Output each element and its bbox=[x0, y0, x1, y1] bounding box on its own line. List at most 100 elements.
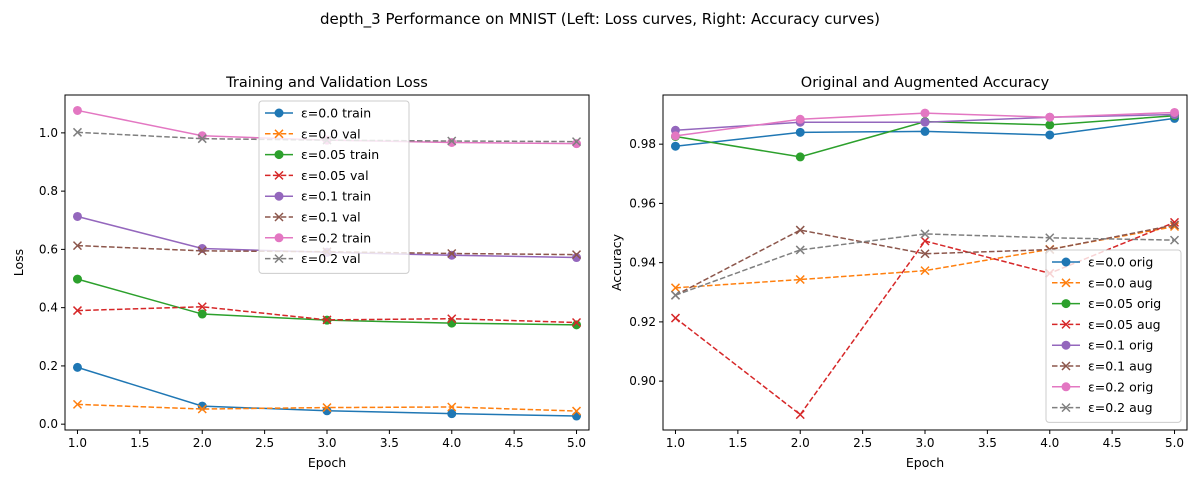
data-point bbox=[447, 314, 457, 324]
data-point bbox=[72, 127, 83, 137]
legend-label: ε=0.2 val bbox=[301, 251, 361, 266]
x-tick-label: 4.0 bbox=[1040, 436, 1059, 450]
data-point bbox=[571, 137, 582, 147]
series-6 bbox=[670, 107, 1180, 141]
data-point bbox=[1045, 130, 1055, 140]
y-tick-label: 0.92 bbox=[629, 315, 656, 329]
data-point bbox=[1169, 235, 1180, 245]
chart-title: Original and Augmented Accuracy bbox=[801, 75, 1050, 91]
x-tick-label: 1.0 bbox=[68, 436, 87, 450]
x-tick-label: 4.5 bbox=[505, 436, 524, 450]
data-point bbox=[72, 105, 82, 115]
data-point bbox=[1169, 220, 1180, 230]
x-tick-label: 2.0 bbox=[193, 436, 212, 450]
data-point bbox=[197, 309, 207, 319]
legend-marker bbox=[274, 150, 284, 160]
data-point bbox=[447, 136, 457, 146]
x-tick-label: 2.5 bbox=[853, 436, 872, 450]
y-tick-label: 0.6 bbox=[39, 242, 58, 256]
legend-label: ε=0.2 train bbox=[301, 230, 371, 245]
data-point bbox=[197, 134, 207, 144]
data-point bbox=[920, 266, 930, 276]
data-point bbox=[197, 131, 207, 141]
legend-label: ε=0.05 aug bbox=[1088, 317, 1161, 332]
x-axis-label: Epoch bbox=[906, 455, 944, 470]
legend-marker bbox=[1061, 278, 1071, 288]
data-point bbox=[571, 406, 582, 416]
y-tick-label: 0.4 bbox=[39, 301, 58, 315]
data-point bbox=[795, 127, 805, 137]
legend-marker bbox=[274, 108, 284, 118]
data-point bbox=[795, 225, 805, 235]
legend-label: ε=0.05 val bbox=[301, 168, 369, 183]
data-point bbox=[795, 152, 805, 162]
legend-box bbox=[258, 100, 410, 274]
series-7 bbox=[670, 229, 1180, 300]
data-point bbox=[322, 403, 332, 413]
x-tick-label: 3.0 bbox=[915, 436, 934, 450]
data-point bbox=[670, 283, 681, 293]
legend-marker bbox=[274, 170, 284, 180]
legend-label: ε=0.0 aug bbox=[1088, 275, 1153, 290]
legend-marker bbox=[274, 254, 284, 264]
y-tick-label: 0.8 bbox=[39, 184, 58, 198]
legend-box bbox=[1045, 249, 1182, 423]
data-point bbox=[670, 131, 680, 141]
legend-marker bbox=[1061, 382, 1071, 392]
data-point bbox=[447, 409, 457, 419]
x-tick-label: 2.0 bbox=[791, 436, 810, 450]
legend-label: ε=0.0 train bbox=[301, 106, 371, 121]
data-point bbox=[72, 306, 83, 316]
y-tick-label: 0.2 bbox=[39, 359, 58, 373]
series-1 bbox=[72, 399, 582, 416]
data-point bbox=[920, 249, 930, 259]
data-point bbox=[197, 246, 207, 256]
y-axis-label: Loss bbox=[11, 249, 26, 276]
data-point bbox=[795, 114, 805, 124]
data-point bbox=[72, 399, 83, 409]
data-point bbox=[447, 248, 457, 259]
data-point bbox=[197, 302, 207, 312]
legend-marker bbox=[274, 129, 284, 139]
series-3 bbox=[72, 302, 582, 328]
x-tick-label: 3.5 bbox=[380, 436, 399, 450]
x-tick-label: 3.0 bbox=[317, 436, 336, 450]
data-point bbox=[72, 274, 82, 284]
chart-title: Training and Validation Loss bbox=[225, 75, 428, 91]
x-tick-label: 1.5 bbox=[728, 436, 747, 450]
y-tick-label: 0.96 bbox=[629, 196, 656, 210]
y-tick-label: 0.98 bbox=[629, 137, 656, 151]
data-point bbox=[197, 404, 207, 414]
data-point bbox=[1045, 112, 1055, 122]
x-tick-label: 1.0 bbox=[666, 436, 685, 450]
legend-label: ε=0.0 orig bbox=[1088, 255, 1153, 270]
data-point bbox=[322, 315, 332, 325]
data-point bbox=[1045, 233, 1055, 243]
legend-label: ε=0.0 val bbox=[301, 126, 361, 141]
data-point bbox=[572, 253, 582, 263]
x-tick-label: 5.0 bbox=[567, 436, 586, 450]
legend-marker bbox=[1061, 319, 1071, 329]
data-point bbox=[670, 290, 681, 300]
data-point bbox=[920, 117, 930, 127]
data-point bbox=[1045, 120, 1055, 130]
legend-label: ε=0.05 train bbox=[301, 147, 379, 162]
legend-label: ε=0.1 val bbox=[301, 210, 361, 225]
legend-marker bbox=[274, 191, 284, 201]
legend-label: ε=0.1 aug bbox=[1088, 359, 1153, 374]
data-point bbox=[795, 275, 805, 285]
data-point bbox=[795, 410, 805, 420]
figure-suptitle: depth_3 Performance on MNIST (Left: Loss… bbox=[320, 10, 880, 29]
series-0 bbox=[72, 362, 582, 421]
legend-marker bbox=[274, 212, 284, 222]
legend-label: ε=0.05 orig bbox=[1088, 296, 1161, 311]
x-tick-label: 4.5 bbox=[1103, 436, 1122, 450]
legend-marker bbox=[1061, 299, 1071, 309]
legend-label: ε=0.2 orig bbox=[1088, 379, 1153, 394]
data-point bbox=[670, 313, 681, 323]
legend-marker bbox=[274, 233, 284, 243]
data-point bbox=[920, 126, 930, 136]
x-tick-label: 1.5 bbox=[130, 436, 149, 450]
loss-chart: Training and Validation Loss 1.0 1.5 2.0 2.5… bbox=[11, 75, 590, 470]
